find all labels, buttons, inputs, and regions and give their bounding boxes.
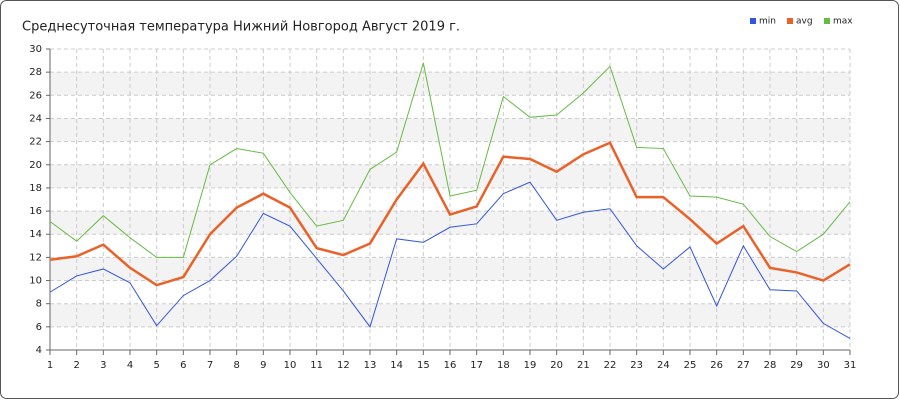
legend-label: avg xyxy=(796,17,813,27)
y-tick-label: 22 xyxy=(29,137,42,148)
x-tick-label: 5 xyxy=(153,360,159,371)
x-tick-label: 21 xyxy=(577,360,590,371)
x-tick-label: 14 xyxy=(390,360,403,371)
x-tick-label: 13 xyxy=(364,360,377,371)
x-tick-label: 16 xyxy=(444,360,457,371)
x-tick-label: 11 xyxy=(310,360,323,371)
band xyxy=(50,118,850,142)
y-tick-label: 18 xyxy=(29,183,42,194)
x-tick-label: 28 xyxy=(764,360,777,371)
series-line xyxy=(49,141,851,287)
legend-label: min xyxy=(759,17,776,27)
x-tick-label: 3 xyxy=(100,360,106,371)
x-tick-label: 7 xyxy=(207,360,213,371)
x-tick-label: 31 xyxy=(844,360,857,371)
x-tick-label: 8 xyxy=(233,360,239,371)
x-tick-label: 29 xyxy=(790,360,803,371)
x-tick-label: 25 xyxy=(684,360,697,371)
x-tick-label: 18 xyxy=(497,360,510,371)
x-tick-label: 22 xyxy=(604,360,617,371)
x-tick-label: 24 xyxy=(657,360,670,371)
y-tick-label: 14 xyxy=(29,229,42,240)
legend-label: max xyxy=(833,17,853,27)
legend-swatch xyxy=(824,18,830,24)
band xyxy=(50,211,850,235)
x-tick-label: 10 xyxy=(284,360,297,371)
legend-swatch xyxy=(750,18,756,24)
series-line xyxy=(49,181,851,339)
x-tick-label: 17 xyxy=(470,360,483,371)
x-tick-label: 12 xyxy=(337,360,350,371)
y-tick-label: 10 xyxy=(29,276,42,287)
y-tick-label: 24 xyxy=(29,113,42,124)
y-tick-label: 16 xyxy=(29,206,42,217)
chart-title: Среднесуточная температура Нижний Новгор… xyxy=(22,20,460,35)
y-tick-label: 6 xyxy=(36,322,42,333)
x-tick-label: 23 xyxy=(630,360,643,371)
band xyxy=(50,72,850,96)
x-tick-label: 15 xyxy=(417,360,430,371)
y-tick-label: 8 xyxy=(36,299,42,310)
y-tick-label: 28 xyxy=(29,67,42,78)
series-line xyxy=(49,62,851,258)
y-tick-label: 12 xyxy=(29,252,42,263)
y-tick-label: 26 xyxy=(29,90,42,101)
x-tick-label: 4 xyxy=(127,360,133,371)
legend-swatch xyxy=(787,18,793,24)
x-tick-label: 19 xyxy=(524,360,537,371)
x-tick-label: 2 xyxy=(73,360,79,371)
y-tick-label: 30 xyxy=(29,44,42,55)
x-tick-label: 30 xyxy=(817,360,830,371)
y-tick-label: 4 xyxy=(36,345,42,356)
x-tick-label: 6 xyxy=(180,360,186,371)
x-tick-label: 20 xyxy=(550,360,563,371)
x-tick-label: 9 xyxy=(260,360,266,371)
x-tick-label: 27 xyxy=(737,360,750,371)
x-tick-label: 26 xyxy=(710,360,723,371)
x-tick-label: 1 xyxy=(47,360,53,371)
y-tick-label: 20 xyxy=(29,160,42,171)
